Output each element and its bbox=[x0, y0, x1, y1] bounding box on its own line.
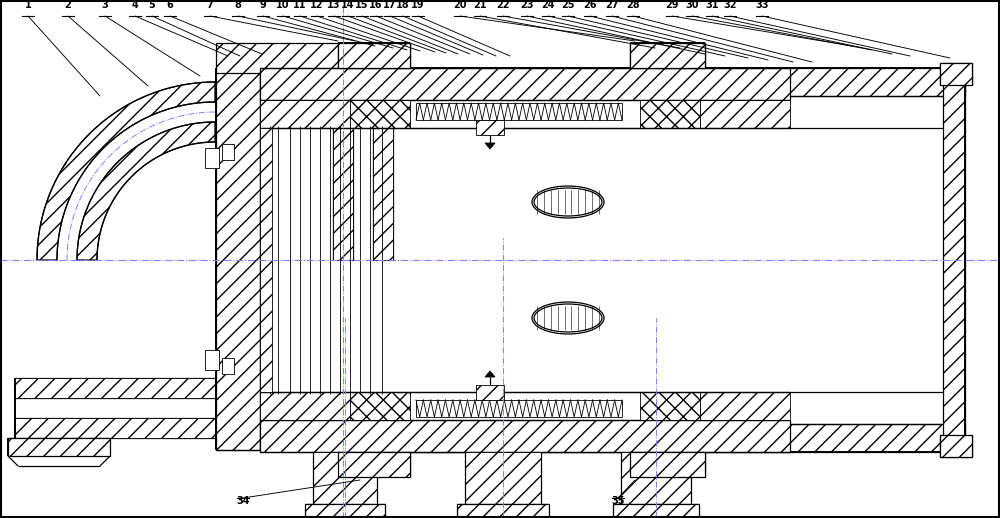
Bar bbox=[457, 504, 549, 518]
Bar bbox=[305, 504, 385, 518]
Text: 2: 2 bbox=[65, 0, 71, 10]
Bar bbox=[205, 350, 219, 370]
Bar bbox=[216, 68, 260, 450]
Text: 8: 8 bbox=[235, 0, 241, 10]
Bar bbox=[15, 378, 215, 398]
Bar bbox=[350, 100, 410, 128]
Text: 5: 5 bbox=[149, 0, 155, 10]
Ellipse shape bbox=[532, 302, 604, 334]
Text: 14: 14 bbox=[341, 0, 355, 10]
Ellipse shape bbox=[532, 186, 604, 218]
Text: 31: 31 bbox=[705, 0, 719, 10]
Text: 21: 21 bbox=[473, 0, 487, 10]
Polygon shape bbox=[37, 82, 215, 260]
Bar bbox=[333, 68, 353, 260]
Bar bbox=[630, 452, 705, 477]
Bar bbox=[700, 392, 790, 420]
Text: 17: 17 bbox=[383, 0, 397, 10]
Bar bbox=[476, 385, 504, 400]
Text: 12: 12 bbox=[310, 0, 324, 10]
Text: 3: 3 bbox=[102, 0, 108, 10]
Bar bbox=[216, 43, 373, 73]
Text: 27: 27 bbox=[605, 0, 619, 10]
Bar bbox=[943, 68, 965, 452]
Polygon shape bbox=[485, 143, 495, 149]
Bar bbox=[393, 68, 965, 96]
Bar bbox=[640, 100, 700, 128]
Text: 9: 9 bbox=[260, 0, 266, 10]
Bar bbox=[313, 452, 377, 518]
Text: 35: 35 bbox=[611, 496, 625, 506]
Bar bbox=[373, 68, 393, 260]
Text: 20: 20 bbox=[453, 0, 467, 10]
Bar bbox=[630, 43, 705, 68]
Text: 23: 23 bbox=[520, 0, 534, 10]
Text: 30: 30 bbox=[685, 0, 699, 10]
Text: 34: 34 bbox=[236, 496, 250, 506]
Bar bbox=[8, 438, 110, 456]
Text: 7: 7 bbox=[207, 0, 213, 10]
Text: 4: 4 bbox=[132, 0, 138, 10]
Text: 25: 25 bbox=[561, 0, 575, 10]
Bar bbox=[338, 452, 410, 477]
Bar bbox=[260, 420, 790, 452]
Text: 16: 16 bbox=[369, 0, 383, 10]
Bar bbox=[393, 424, 965, 452]
Text: 11: 11 bbox=[293, 0, 307, 10]
Text: 32: 32 bbox=[723, 0, 737, 10]
Bar bbox=[940, 63, 972, 85]
Bar bbox=[940, 435, 972, 457]
Bar bbox=[260, 68, 790, 100]
Text: 13: 13 bbox=[327, 0, 341, 10]
Bar bbox=[621, 452, 691, 518]
Bar bbox=[222, 358, 234, 374]
Bar bbox=[15, 418, 215, 438]
Text: 19: 19 bbox=[411, 0, 425, 10]
Bar bbox=[350, 392, 410, 420]
Text: 18: 18 bbox=[396, 0, 410, 10]
Text: 28: 28 bbox=[626, 0, 640, 10]
Polygon shape bbox=[77, 122, 215, 260]
Text: 10: 10 bbox=[276, 0, 290, 10]
Bar bbox=[205, 148, 219, 168]
Bar bbox=[260, 392, 350, 420]
Bar bbox=[613, 504, 699, 518]
Bar bbox=[640, 392, 700, 420]
Polygon shape bbox=[485, 371, 495, 377]
Bar bbox=[260, 100, 350, 128]
Bar bbox=[260, 128, 272, 392]
Text: 15: 15 bbox=[355, 0, 369, 10]
Text: 6: 6 bbox=[167, 0, 173, 10]
Text: 33: 33 bbox=[755, 0, 769, 10]
Text: 29: 29 bbox=[665, 0, 679, 10]
Text: 24: 24 bbox=[541, 0, 555, 10]
Bar bbox=[476, 120, 504, 135]
Bar bbox=[465, 452, 541, 518]
Bar bbox=[338, 43, 410, 68]
Text: 1: 1 bbox=[25, 0, 31, 10]
Bar bbox=[700, 100, 790, 128]
Bar bbox=[222, 144, 234, 160]
Ellipse shape bbox=[534, 304, 602, 332]
Ellipse shape bbox=[534, 188, 602, 216]
Text: 22: 22 bbox=[496, 0, 510, 10]
Text: 26: 26 bbox=[583, 0, 597, 10]
